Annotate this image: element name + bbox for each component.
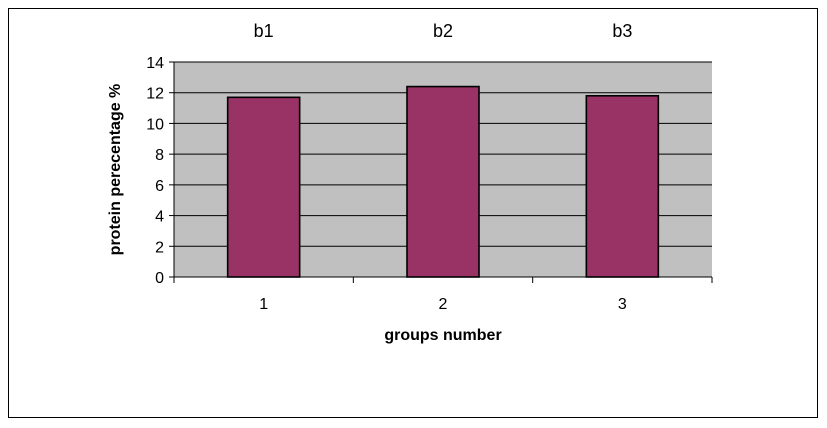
y-tick-label: 14 (146, 55, 164, 72)
y-axis-title: protein perecentage % (107, 84, 124, 256)
x-tick-label: 3 (618, 296, 627, 313)
bar-annotation-b1: b1 (254, 21, 274, 41)
y-tick-label: 0 (155, 270, 164, 287)
y-tick-label: 10 (146, 116, 164, 133)
x-axis-title: groups number (384, 327, 501, 344)
axis-layer (169, 61, 713, 283)
y-tick-label: 2 (155, 239, 164, 256)
y-tick-label: 12 (146, 86, 164, 103)
x-tick-label: 1 (259, 296, 268, 313)
bar-annotation-b3: b3 (612, 21, 632, 41)
bar-annotation-b2: b2 (433, 21, 453, 41)
y-tick-label: 4 (155, 209, 164, 226)
y-tick-label: 8 (155, 147, 164, 164)
bar-layer (226, 85, 660, 278)
y-tick-label: 6 (155, 178, 164, 195)
x-tick-labels: 1 2 3 (259, 296, 627, 313)
y-tick-labels: 0 2 4 6 8 10 12 14 (146, 55, 164, 287)
x-tick-label: 2 (439, 296, 448, 313)
bar-1 (226, 96, 301, 278)
bar-annotations: b1 b2 b3 (254, 21, 633, 41)
bar-2 (406, 85, 480, 278)
bar-3 (585, 94, 660, 278)
